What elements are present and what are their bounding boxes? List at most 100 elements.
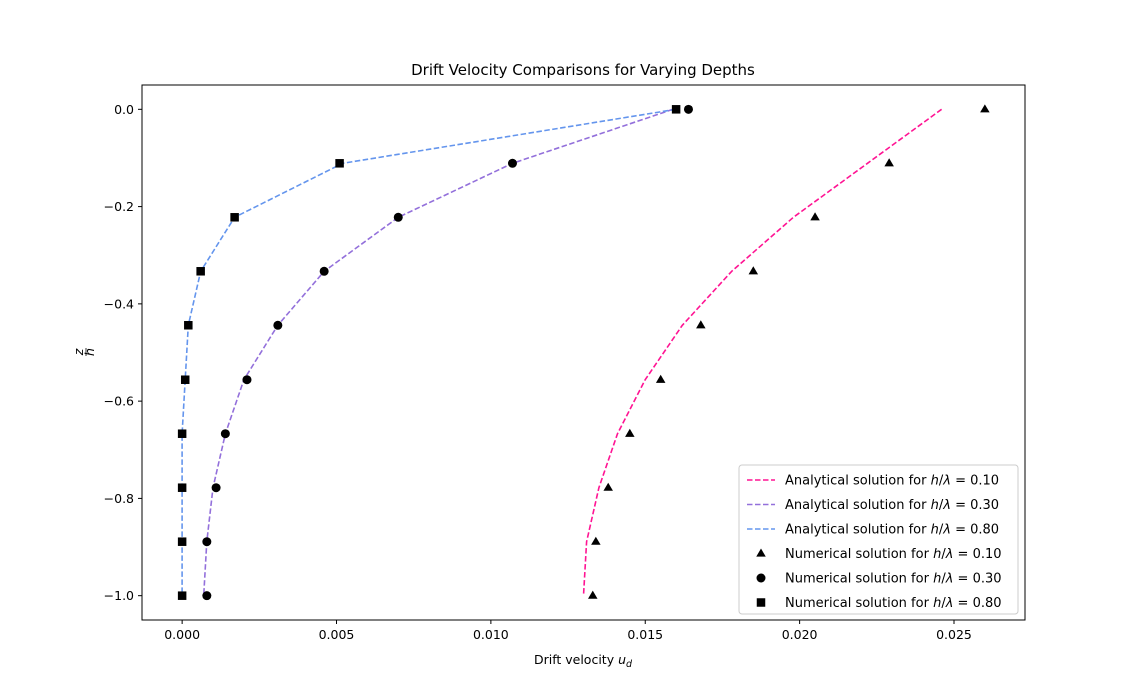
legend-marker-swatch xyxy=(756,548,766,557)
legend-label-symbol: λ xyxy=(945,596,954,611)
legend-label-symbol: λ xyxy=(942,523,951,538)
legend-label-equals: = xyxy=(951,474,970,489)
x-tick-label: 0.005 xyxy=(319,627,355,642)
legend-label-slash: / xyxy=(941,572,946,587)
legend-label-slash: / xyxy=(939,498,944,513)
y-tick-label: 0.0 xyxy=(114,102,134,117)
x-axis-label: Drift velocity ud xyxy=(534,652,633,670)
legend-label-equals: = xyxy=(953,596,972,611)
legend-label-value: 0.80 xyxy=(973,596,1002,611)
legend-label-symbol: h xyxy=(931,498,939,513)
legend-label-equals: = xyxy=(951,523,970,538)
legend-label-symbol: h xyxy=(933,596,941,611)
legend-label: Numerical solution for h/λ = 0.10 xyxy=(785,547,1002,562)
y-axis-label-denominator: h xyxy=(82,348,97,356)
series-4-point xyxy=(591,536,601,545)
series-6-point xyxy=(335,159,344,168)
series-4-point xyxy=(748,266,759,275)
series-4-point xyxy=(603,482,613,491)
series-5-point xyxy=(202,591,212,601)
legend-label-prefix: Analytical solution for xyxy=(785,523,931,538)
series-6-point xyxy=(177,537,187,546)
legend-label-value: 0.30 xyxy=(973,572,1002,587)
series-6-point xyxy=(180,375,190,384)
y-tick-label: −1.0 xyxy=(104,588,134,603)
series-4-point xyxy=(884,158,894,167)
series-6-point xyxy=(230,213,239,222)
x-axis-label-prefix: Drift velocity xyxy=(534,652,618,667)
y-axis-label: z h xyxy=(71,348,97,356)
x-tick-label: 0.015 xyxy=(627,627,663,642)
y-axis-label-numerator: z xyxy=(71,348,86,356)
series-6-point xyxy=(671,105,681,114)
series-4-point xyxy=(625,428,635,437)
legend-label-slash: / xyxy=(941,547,946,562)
legend-label-symbol: λ xyxy=(942,474,951,489)
series-5-point xyxy=(242,375,252,385)
series-6-point xyxy=(177,429,187,438)
legend-label-equals: = xyxy=(953,572,972,587)
x-axis-label-variable: u xyxy=(618,652,626,667)
legend-label-equals: = xyxy=(953,547,972,562)
x-tick-label: 0.020 xyxy=(782,627,818,642)
series-5-point xyxy=(393,212,403,222)
legend-frame xyxy=(738,464,1019,615)
x-tick-label: 0.000 xyxy=(164,627,200,642)
legend-label-symbol: λ xyxy=(945,572,954,587)
legend-label-prefix: Analytical solution for xyxy=(785,498,931,513)
series-5-point xyxy=(683,104,693,114)
series-4-point xyxy=(588,590,598,599)
series-5-point xyxy=(319,266,329,276)
series-6-point xyxy=(196,267,205,276)
legend-label-value: 0.30 xyxy=(970,498,999,513)
legend-label-symbol: λ xyxy=(942,498,951,513)
series-6-point xyxy=(184,321,193,330)
legend-label-symbol: h xyxy=(933,572,941,587)
legend-label-value: 0.10 xyxy=(970,474,999,489)
legend-label-slash: / xyxy=(939,523,944,538)
legend-label-prefix: Numerical solution for xyxy=(785,547,933,562)
legend-label-value: 0.80 xyxy=(970,523,999,538)
legend-label-symbol: h xyxy=(933,547,941,562)
series-4-point xyxy=(810,212,820,221)
series-5-point xyxy=(220,429,230,439)
plot-frame xyxy=(141,84,1026,621)
legend-label-prefix: Numerical solution for xyxy=(785,572,933,587)
series-5-point xyxy=(202,537,212,547)
legend-label: Analytical solution for h/λ = 0.80 xyxy=(785,523,999,538)
y-tick-label: −0.4 xyxy=(104,296,134,311)
series-4-point xyxy=(655,374,666,383)
series-line-1 xyxy=(582,108,943,596)
x-tick-label: 0.010 xyxy=(473,627,509,642)
series-line-2 xyxy=(202,108,674,596)
legend-marker-swatch xyxy=(756,573,766,583)
legend-label: Analytical solution for h/λ = 0.30 xyxy=(785,498,999,513)
x-axis-label-subscript: d xyxy=(626,659,633,670)
legend-label-symbol: λ xyxy=(945,547,954,562)
y-tick-label: −0.2 xyxy=(104,199,134,214)
legend-label-symbol: h xyxy=(931,523,939,538)
legend-items: Analytical solution for h/λ = 0.10Analyt… xyxy=(747,474,1002,611)
legend-label: Numerical solution for h/λ = 0.30 xyxy=(785,572,1002,587)
series-4-point xyxy=(980,104,990,113)
series-line-3 xyxy=(181,108,677,596)
y-tick-label: −0.8 xyxy=(104,491,134,506)
y-tick-label: −0.6 xyxy=(104,394,134,409)
chart-title: Drift Velocity Comparisons for Varying D… xyxy=(411,61,755,79)
legend-label-slash: / xyxy=(939,474,944,489)
series-5-point xyxy=(211,483,221,493)
legend-marker-swatch xyxy=(756,598,766,607)
series-4-point xyxy=(696,320,706,329)
legend-label: Analytical solution for h/λ = 0.10 xyxy=(785,474,999,489)
series-6-point xyxy=(177,591,187,600)
series-6-point xyxy=(177,483,187,492)
legend-label-slash: / xyxy=(941,596,946,611)
series-5-point xyxy=(507,158,517,168)
legend-label-prefix: Numerical solution for xyxy=(785,596,933,611)
x-tick-label: 0.025 xyxy=(936,627,972,642)
x-axis-ticks: 0.000 0.005 0.010 0.015 0.020 0.025 xyxy=(164,620,972,642)
legend-label-value: 0.10 xyxy=(973,547,1002,562)
series-5-point xyxy=(273,320,283,330)
legend: Analytical solution for h/λ = 0.10Analyt… xyxy=(738,464,1019,615)
